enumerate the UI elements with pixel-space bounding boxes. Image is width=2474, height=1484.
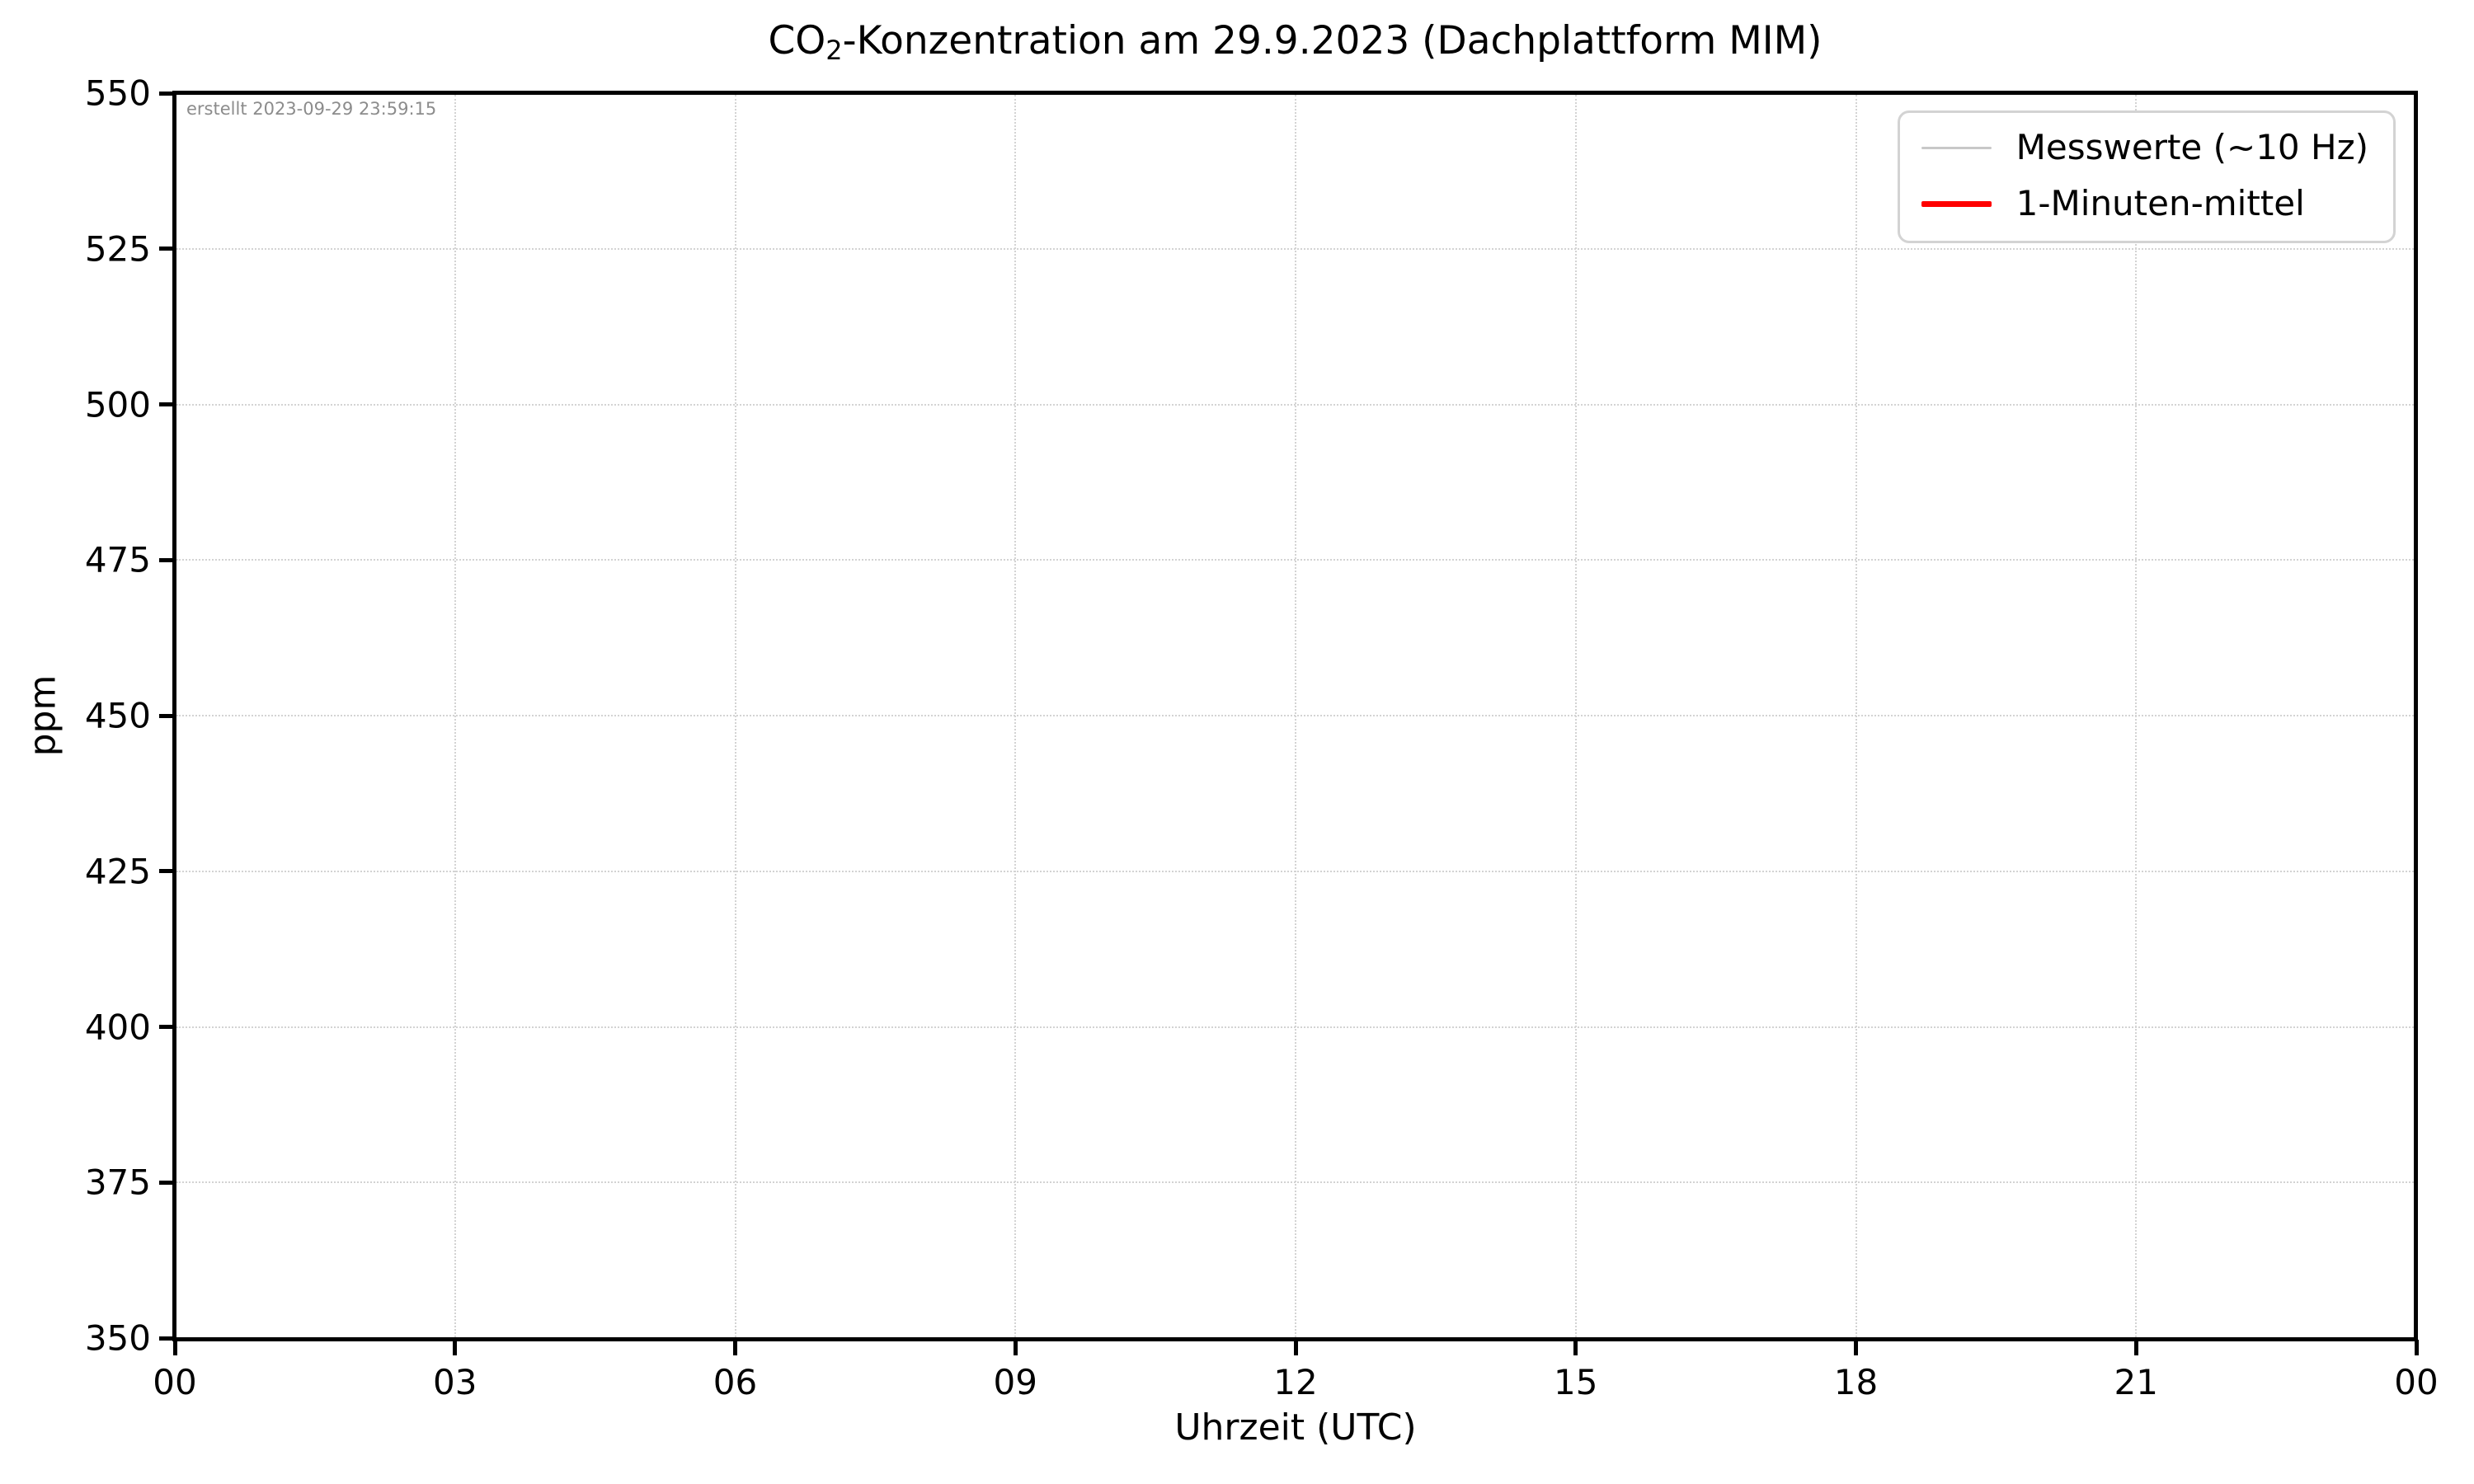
y-tick-mark bbox=[159, 713, 175, 718]
plot-area: erstellt 2023-09-29 23:59:15 Messwerte (… bbox=[172, 91, 2418, 1341]
y-tick-label: 375 bbox=[84, 1162, 151, 1203]
chart-title-subscript: 2 bbox=[825, 35, 843, 67]
y-tick-label: 350 bbox=[84, 1317, 151, 1359]
x-gridline bbox=[1855, 95, 1857, 1337]
legend-item-messwerte: Messwerte (~10 Hz) bbox=[1921, 127, 2368, 167]
y-tick-mark bbox=[159, 869, 175, 874]
y-tick-mark bbox=[159, 557, 175, 562]
x-tick-mark bbox=[1293, 1340, 1298, 1355]
minuten-mittel-line-swatch bbox=[1921, 200, 1992, 207]
x-tick-label: 12 bbox=[1273, 1362, 1318, 1402]
chart-title-prefix: CO bbox=[768, 18, 826, 63]
y-tick-label: 525 bbox=[84, 228, 151, 270]
x-gridline bbox=[2135, 95, 2138, 1337]
messwerte-line-swatch bbox=[1921, 146, 1992, 149]
x-gridline bbox=[1014, 95, 1017, 1337]
chart-title-suffix: -Konzentration am 29.9.2023 (Dachplattfo… bbox=[842, 18, 1823, 63]
x-tick-label: 18 bbox=[1833, 1362, 1879, 1402]
x-tick-mark bbox=[172, 1340, 177, 1355]
x-tick-mark bbox=[2414, 1340, 2419, 1355]
x-tick-mark bbox=[2133, 1340, 2138, 1355]
legend: Messwerte (~10 Hz) 1-Minuten-mittel bbox=[1897, 110, 2396, 243]
y-tick-label: 550 bbox=[84, 73, 151, 114]
x-tick-label: 15 bbox=[1554, 1362, 1598, 1402]
chart-title: CO2-Konzentration am 29.9.2023 (Dachplat… bbox=[172, 18, 2418, 64]
y-axis-label: ppm bbox=[21, 674, 64, 757]
y-tick-mark bbox=[159, 1336, 175, 1341]
y-tick-mark bbox=[159, 91, 175, 96]
x-gridline bbox=[1574, 95, 1577, 1337]
x-tick-label: 00 bbox=[153, 1362, 197, 1402]
y-tick-mark bbox=[159, 247, 175, 251]
x-gridline bbox=[1295, 95, 1296, 1337]
x-tick-label: 06 bbox=[713, 1362, 758, 1402]
x-tick-label: 21 bbox=[2114, 1362, 2158, 1402]
y-tick-mark bbox=[159, 1180, 175, 1185]
x-tick-label: 09 bbox=[993, 1362, 1037, 1402]
x-tick-mark bbox=[1573, 1340, 1578, 1355]
created-timestamp: erstellt 2023-09-29 23:59:15 bbox=[186, 99, 437, 119]
x-tick-label: 03 bbox=[433, 1362, 477, 1402]
x-axis-label: Uhrzeit (UTC) bbox=[1174, 1407, 1417, 1449]
x-gridline bbox=[734, 95, 736, 1337]
y-tick-label: 425 bbox=[84, 851, 151, 892]
x-tick-mark bbox=[733, 1340, 737, 1355]
y-tick-label: 475 bbox=[84, 539, 151, 580]
x-tick-mark bbox=[1854, 1340, 1858, 1355]
y-tick-label: 500 bbox=[84, 384, 151, 425]
x-tick-mark bbox=[453, 1340, 458, 1355]
y-tick-label: 450 bbox=[84, 695, 151, 736]
y-tick-label: 400 bbox=[84, 1007, 151, 1047]
legend-label-messwerte: Messwerte (~10 Hz) bbox=[2015, 127, 2368, 167]
legend-item-minuten-mittel: 1-Minuten-mittel bbox=[1921, 183, 2368, 224]
legend-label-minuten-mittel: 1-Minuten-mittel bbox=[2015, 183, 2305, 224]
y-tick-mark bbox=[159, 1025, 175, 1029]
x-gridline bbox=[454, 95, 456, 1337]
y-tick-mark bbox=[159, 402, 175, 406]
grid-layer bbox=[176, 95, 2414, 1337]
x-tick-label: 00 bbox=[2394, 1362, 2439, 1402]
x-tick-mark bbox=[1013, 1340, 1018, 1355]
